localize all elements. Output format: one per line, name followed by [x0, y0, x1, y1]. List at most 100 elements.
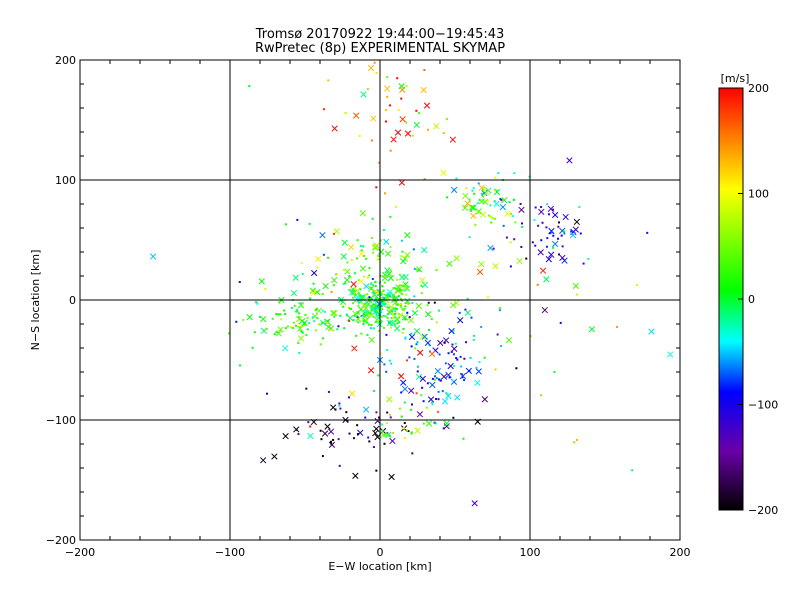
scatter-dot [338, 402, 341, 405]
scatter-cross [572, 282, 579, 290]
scatter-cross [541, 306, 548, 314]
scatter-dot [400, 297, 403, 300]
scatter-dot [338, 404, 341, 407]
scatter-cross [440, 169, 447, 176]
scatter-dot [251, 346, 254, 349]
scatter-cross [383, 238, 390, 245]
scatter-cross [352, 310, 359, 317]
scatter-dot [468, 236, 471, 239]
scatter-dot [455, 177, 458, 180]
colorbar-tick-label: 100 [748, 188, 769, 201]
scatter-dot [317, 323, 320, 326]
scatter-dot [255, 301, 258, 304]
scatter-dot [416, 341, 419, 344]
scatter-cross [341, 239, 348, 246]
scatter-cross [386, 319, 394, 327]
scatter-dot [380, 320, 383, 323]
scatter-dot [389, 104, 392, 107]
scatter-dot [401, 331, 404, 334]
x-tick-label: 0 [377, 546, 384, 559]
scatter-dot [300, 330, 303, 333]
scatter-dot [348, 307, 351, 310]
scatter-dot [354, 294, 357, 297]
x-tick-label: −100 [215, 546, 245, 559]
scatter-dot [360, 332, 363, 335]
scatter-dot [284, 312, 287, 315]
scatter-cross [447, 362, 454, 370]
colorbar-tick-label: 200 [748, 82, 769, 95]
scatter-dot [398, 284, 401, 287]
scatter-cross [310, 269, 318, 277]
scatter-dot [520, 245, 523, 248]
scatter-dot [411, 452, 414, 455]
scatter-dot [333, 315, 336, 318]
scatter-cross [443, 423, 450, 430]
scatter-cross [421, 246, 428, 254]
scatter-cross [427, 396, 435, 403]
scatter-dot [377, 416, 380, 419]
scatter-dot [368, 274, 371, 277]
scatter-dot [389, 416, 392, 419]
scatter-cross [478, 184, 485, 191]
scatter-dot [378, 161, 381, 164]
scatter-dot [356, 433, 359, 436]
scatter-dot [616, 325, 619, 328]
scatter-dot [376, 291, 379, 294]
scatter-dot [390, 326, 393, 329]
scatter-cross [462, 192, 469, 200]
scatter-dot [410, 345, 413, 348]
scatter-cross [360, 91, 367, 98]
scatter-cross [648, 328, 655, 335]
scatter-dot [294, 310, 297, 313]
scatter-cross [543, 276, 550, 283]
scatter-dot [381, 285, 384, 288]
scatter-dot [534, 244, 537, 247]
scatter-dot [348, 432, 351, 435]
scatter-dot [297, 433, 300, 436]
scatter-dot [296, 218, 299, 221]
scatter-dot [465, 187, 468, 190]
scatter-dot [425, 406, 428, 409]
scatter-dot [337, 438, 340, 441]
scatter-cross [368, 336, 375, 344]
scatter-cross [297, 325, 304, 332]
scatter-dot [392, 432, 395, 435]
scatter-dot [336, 273, 339, 276]
scatter-dot [365, 321, 368, 324]
scatter-dot [393, 293, 396, 296]
scatter-cross [474, 379, 481, 386]
scatter-dot [366, 293, 369, 296]
scatter-dot [376, 308, 379, 311]
scatter-dot [443, 341, 446, 344]
scatter-dot [401, 239, 404, 242]
scatter-dot [332, 438, 335, 441]
scatter-cross [398, 179, 406, 186]
scatter-dot [546, 203, 549, 206]
scatter-cross [325, 323, 332, 331]
scatter-cross [359, 210, 366, 217]
scatter-dot [374, 309, 377, 312]
scatter-dot [495, 189, 498, 192]
scatter-dot [400, 292, 403, 295]
scatter-dot [413, 357, 416, 360]
scatter-dot [352, 319, 355, 322]
scatter-dot [377, 329, 380, 332]
scatter-dot [376, 302, 379, 305]
scatter-dot [400, 306, 403, 309]
scatter-dot [400, 415, 403, 418]
scatter-cross [389, 319, 396, 327]
scatter-dot [352, 437, 355, 440]
scatter-cross [401, 385, 409, 393]
x-tick-label: 100 [520, 546, 541, 559]
scatter-cross [440, 373, 448, 380]
scatter-dot [540, 206, 543, 209]
scatter-cross [315, 255, 322, 263]
scatter-dot [308, 222, 311, 225]
scatter-dot [545, 226, 548, 229]
scatter-dot [509, 265, 512, 268]
scatter-dot [332, 284, 335, 287]
scatter-dot [390, 362, 393, 365]
scatter-dot [451, 343, 454, 346]
scatter-dot [352, 302, 355, 305]
scatter-cross [260, 457, 267, 464]
